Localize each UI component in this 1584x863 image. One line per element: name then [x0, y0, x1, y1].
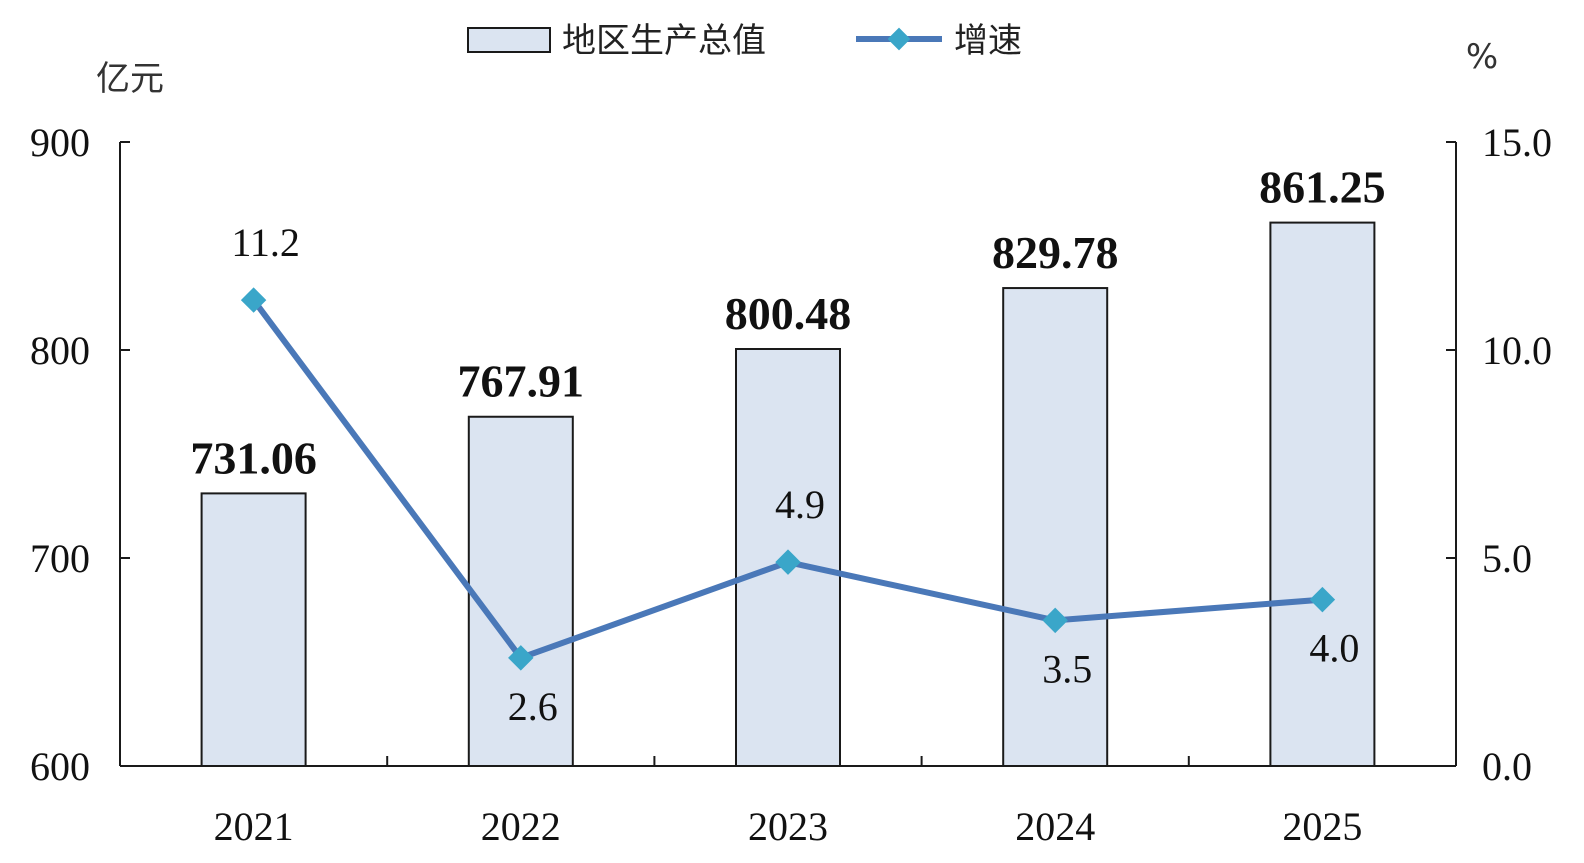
ticks-layer: 900 800 700 600 15.0 10.0 5.0 0.0 2021 2022 2023 20…	[30, 120, 1552, 849]
x-tick-label: 2023	[748, 804, 828, 849]
bars-layer	[200, 221, 1376, 768]
left-tick-label: 700	[30, 536, 90, 581]
gdp-bar-label: 800.48	[725, 288, 852, 339]
growth-point-label: 2.6	[508, 684, 558, 729]
right-axis-unit: %	[1466, 37, 1498, 77]
growth-point	[240, 287, 267, 313]
right-tick-label: 5.0	[1482, 536, 1532, 581]
growth-point-label: 4.9	[775, 482, 825, 527]
right-tick-label: 10.0	[1482, 328, 1552, 373]
growth-point-label: 3.5	[1042, 646, 1092, 691]
gdp-bar-label: 767.91	[458, 356, 585, 407]
gdp-bar	[1002, 287, 1109, 767]
labels-layer: 731.06 767.91 800.48 829.78 861.25 11.2 2.6 4.9…	[190, 162, 1385, 729]
x-tick-label: 2022	[481, 804, 561, 849]
legend: 地区生产总值 增速	[467, 21, 1022, 61]
legend-bar-swatch	[467, 27, 551, 53]
gdp-bar	[200, 492, 307, 767]
legend-line-marker	[887, 27, 911, 51]
gdp-bar-label: 861.25	[1259, 162, 1386, 213]
growth-point	[508, 645, 534, 671]
left-tick-label: 600	[30, 744, 90, 789]
gdp-bar-label: 829.78	[992, 227, 1119, 278]
gdp-bar-label: 731.06	[190, 432, 317, 483]
right-tick-label: 0.0	[1482, 744, 1532, 789]
left-tick-label: 900	[30, 120, 90, 165]
left-axis-unit: 亿元	[96, 59, 164, 99]
growth-point-label: 11.2	[231, 220, 300, 265]
left-tick-label: 800	[30, 328, 90, 373]
legend-bar-label: 地区生产总值	[562, 21, 766, 61]
gdp-bar	[1269, 221, 1376, 768]
growth-point	[775, 549, 801, 575]
growth-point-label: 4.0	[1309, 626, 1359, 671]
right-tick-label: 15.0	[1482, 120, 1552, 165]
legend-line-label: 增速	[954, 21, 1022, 61]
gdp-bar	[467, 415, 574, 767]
x-tick-label: 2024	[1015, 804, 1095, 849]
x-tick-label: 2021	[214, 804, 294, 849]
x-tick-label: 2025	[1282, 804, 1362, 849]
